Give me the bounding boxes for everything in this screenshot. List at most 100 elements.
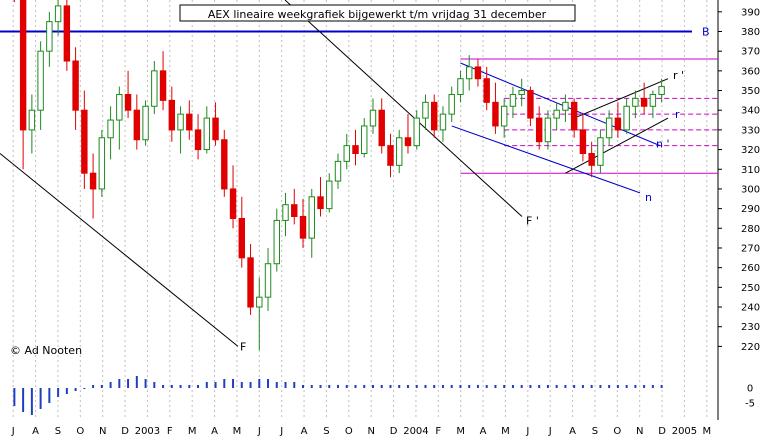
y-tick-label: 230 (741, 322, 760, 333)
grid (12, 0, 719, 420)
candle-body (588, 153, 595, 166)
x-tick-label: S (323, 426, 329, 437)
x-tick-label: N (99, 426, 106, 437)
candle-body (562, 101, 569, 111)
y-tick-label: 320 (741, 145, 760, 156)
annotation-label: n ' (656, 138, 670, 151)
trend-line-f-prime (284, 0, 523, 217)
candle-body (658, 86, 665, 95)
x-tick-label: A (301, 426, 308, 437)
candle-body (352, 145, 359, 155)
x-tick-label: 2005 (672, 426, 697, 437)
candlesticks (13, 0, 665, 351)
candle-body (46, 21, 53, 52)
y-tick-label: 260 (741, 263, 760, 274)
watermark: © Ad Nooten (10, 344, 82, 357)
candle-body (317, 196, 324, 210)
candle-body (238, 217, 245, 259)
candle-body (623, 105, 630, 131)
x-tick-label: A (480, 426, 487, 437)
y-axis-ticks: 220 230 240 250 260 270 280 290 300 310 320 330 340 3… (718, 7, 760, 410)
candle-body (19, 0, 27, 131)
candle-body (422, 101, 429, 119)
y-tick-label: 240 (741, 303, 760, 314)
annotation-label: r (675, 108, 680, 121)
y-tick-label: 310 (741, 165, 760, 176)
candle-body (159, 70, 167, 101)
candle-body (632, 97, 639, 107)
candle-body (431, 101, 438, 131)
candle-body (448, 93, 455, 115)
up-channel-lower-line-r (565, 117, 669, 174)
y-tick-label: 290 (741, 204, 760, 215)
candle-body (597, 137, 604, 166)
candle-body (509, 93, 517, 107)
x-tick-label: A (211, 426, 218, 437)
x-tick-label: D (390, 426, 398, 437)
candle-body (553, 109, 560, 119)
candle-body (579, 129, 587, 155)
x-tick-label: J (548, 426, 552, 437)
candle-body (291, 204, 298, 217)
x-tick-label: M (456, 426, 465, 437)
y-tick-label: 330 (741, 125, 760, 136)
volume-tick-label: -5 (745, 399, 755, 410)
candle-body (299, 215, 307, 239)
candle-body (168, 99, 176, 131)
candle-body (221, 139, 228, 190)
volume-tick-label: 0 (747, 384, 753, 395)
x-tick-label: M (702, 426, 711, 437)
candle-body (151, 70, 158, 107)
x-tick-label: J (11, 426, 15, 437)
candle-body (492, 101, 499, 127)
x-tick-label: M (188, 426, 197, 437)
candle-body (177, 113, 184, 131)
title-box (179, 4, 576, 22)
y-tick-label: 360 (741, 66, 760, 77)
candle-body (81, 109, 88, 174)
volume-histogram (13, 376, 663, 415)
x-tick-label: 2004 (403, 426, 428, 437)
candle-body (535, 117, 543, 143)
up-channel-upper-line-r-prime (573, 78, 669, 119)
x-tick-label: J (279, 426, 283, 437)
annotation-label: n (645, 191, 652, 204)
candle-body (570, 101, 578, 131)
annotation-label: r ' (673, 69, 684, 82)
y-tick-label: 300 (741, 184, 760, 195)
candle-body (142, 105, 149, 141)
x-tick-label: A (569, 426, 576, 437)
y-tick-label: 380 (741, 27, 760, 38)
candle-body (282, 204, 289, 221)
candle-body (474, 66, 482, 80)
annotation-label: F ' (526, 214, 539, 227)
candle-body (89, 172, 97, 190)
x-tick-label: M (501, 426, 510, 437)
candle-body (500, 105, 508, 127)
candle-body (483, 78, 490, 103)
candle-body (37, 50, 44, 111)
candle-body (361, 125, 368, 155)
candle-body (369, 109, 377, 127)
y-tick-label: 350 (741, 86, 760, 97)
candle-body (649, 93, 657, 107)
candle-body (133, 109, 141, 141)
candle-body (194, 129, 202, 151)
x-tick-label: O (345, 426, 353, 437)
candle-body (186, 113, 193, 131)
candle-body (378, 109, 385, 147)
y-tick-label: 340 (741, 106, 760, 117)
candle-body (116, 93, 123, 121)
candle-body (203, 117, 211, 151)
x-tick-label: F (167, 426, 173, 437)
candle-body (396, 137, 403, 166)
candle-body (107, 119, 114, 139)
candle-body (413, 117, 420, 147)
annotation-label: F (240, 340, 246, 353)
guide-lines (0, 0, 718, 347)
candle-body (264, 263, 272, 298)
candle-body (63, 5, 71, 62)
candle-body (54, 5, 62, 23)
